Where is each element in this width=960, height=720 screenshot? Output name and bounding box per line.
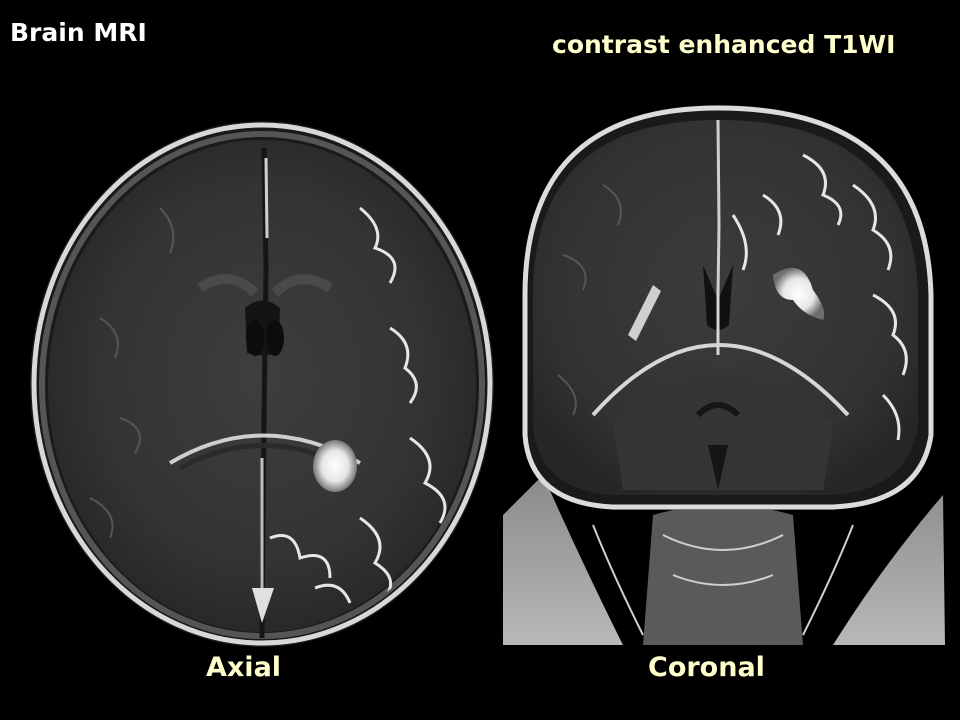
axial-brain-slice	[30, 121, 494, 647]
coronal-mri-image	[503, 95, 945, 645]
image-title: Brain MRI	[10, 18, 147, 47]
coronal-caption: Coronal	[648, 652, 765, 683]
sequence-label: contrast enhanced T1WI	[552, 30, 896, 59]
coronal-brain-slice	[503, 95, 945, 645]
axial-caption: Axial	[206, 652, 282, 683]
axial-mri-image	[30, 118, 500, 648]
